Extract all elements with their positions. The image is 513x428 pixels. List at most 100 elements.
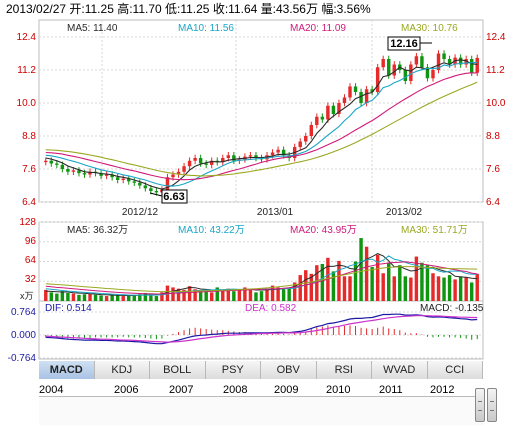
- candle-body: [154, 191, 159, 193]
- x-tick: 2013/01: [257, 207, 294, 218]
- tab-wvad[interactable]: WVAD: [372, 361, 428, 379]
- candle-body: [77, 170, 81, 174]
- candle-body: [210, 160, 214, 165]
- candle-body: [348, 86, 352, 98]
- price-ma5-line: [45, 59, 478, 190]
- time-navigator[interactable]: [39, 396, 483, 425]
- candle-body: [370, 89, 374, 92]
- vol-y-tick: 96: [25, 236, 37, 247]
- volume-bar: [55, 293, 59, 301]
- volume-bar: [198, 291, 203, 301]
- volume-bar: [298, 275, 302, 301]
- volume-bar: [431, 273, 435, 301]
- vol-y-tick: 32: [25, 274, 37, 285]
- candle-body: [165, 177, 170, 190]
- volume-bar: [309, 273, 313, 301]
- candle-body: [88, 171, 92, 175]
- navigator-left-handle[interactable]: [475, 388, 485, 422]
- volume-bar: [409, 277, 413, 301]
- legend-ma10: MA10: 11.56: [178, 23, 234, 34]
- price-y-tick: 8.8: [22, 131, 36, 142]
- navigator-right-handle[interactable]: [487, 388, 497, 422]
- price-y-tick-right: 11.2: [486, 65, 505, 76]
- quote-header: 2013/02/27 开:11.25 高:11.70 低:11.25 收:11.…: [6, 2, 371, 16]
- vol-legend-ma20: MA20: 43.95万: [290, 225, 357, 236]
- candle-body: [304, 136, 308, 142]
- volume-bar: [453, 279, 457, 301]
- candle-body: [353, 86, 358, 92]
- vol-legend-ma10: MA10: 43.22万: [178, 225, 245, 236]
- candle-body: [138, 182, 142, 186]
- volume-ma20-line: [45, 261, 478, 295]
- candle-body: [420, 56, 424, 68]
- candle-body: [44, 160, 48, 163]
- price-ma10-line: [45, 61, 478, 187]
- candle-body: [320, 116, 325, 120]
- indicator-tabs: MACD KDJ BOLL PSY OBV RSI WVAD CCI: [39, 361, 483, 379]
- candle-body: [176, 171, 181, 175]
- candle-body: [276, 149, 280, 153]
- price-y-tick: 6.4: [22, 197, 36, 208]
- volume-bar: [243, 287, 247, 301]
- candle-body: [60, 164, 65, 169]
- volume-bar: [342, 276, 347, 301]
- price-y-tick: 12.4: [17, 32, 37, 43]
- volume-bar: [154, 296, 159, 301]
- macd-legend-dif: DIF: 0.514: [45, 303, 92, 314]
- price-y-tick-right: 6.4: [486, 197, 500, 208]
- volume-bar: [138, 294, 142, 301]
- candle-body: [425, 67, 430, 79]
- volume-bar: [392, 276, 396, 301]
- candle-body: [71, 170, 76, 172]
- volume-bar: [254, 292, 258, 301]
- volume-bar: [187, 286, 192, 301]
- candle-body: [315, 116, 319, 125]
- volume-bar: [425, 265, 430, 301]
- macd-series: [45, 313, 478, 345]
- volume-bar: [193, 289, 197, 301]
- volume-bar: [44, 289, 48, 301]
- volume-bar: [132, 295, 136, 301]
- volume-bar: [149, 294, 153, 301]
- tab-cci[interactable]: CCI: [427, 361, 483, 379]
- candle-body: [464, 59, 468, 65]
- candle-body: [104, 174, 109, 176]
- candle-body: [182, 166, 186, 172]
- candle-body: [221, 158, 225, 163]
- candle-body: [447, 59, 452, 65]
- tab-rsi[interactable]: RSI: [316, 361, 372, 379]
- volume-bar: [176, 288, 181, 301]
- candle-body: [381, 59, 385, 68]
- tab-obv[interactable]: OBV: [261, 361, 317, 379]
- candle-body: [248, 155, 253, 157]
- volume-bar: [160, 292, 164, 301]
- volume-ma5-line: [45, 253, 478, 297]
- volume-bar: [403, 276, 408, 301]
- volume-bar: [281, 289, 286, 301]
- candle-body: [99, 173, 103, 176]
- volume-bar: [353, 261, 358, 301]
- tab-kdj[interactable]: KDJ: [94, 361, 150, 379]
- candle-body: [469, 59, 474, 73]
- candle-body: [409, 64, 413, 81]
- volume-bar: [414, 256, 419, 301]
- volume-bar: [320, 263, 325, 301]
- tab-psy[interactable]: PSY: [205, 361, 261, 379]
- macd-legend-macd: MACD: -0.135: [420, 303, 484, 314]
- price-ma30-line: [45, 81, 478, 177]
- grip-icon: [478, 401, 482, 411]
- volume-bar: [331, 271, 336, 301]
- tab-macd[interactable]: MACD: [39, 361, 95, 379]
- volume-bar: [66, 292, 70, 301]
- vol-unit: x万: [20, 291, 34, 301]
- tab-boll[interactable]: BOLL: [150, 361, 206, 379]
- volume-bar: [370, 267, 374, 301]
- candle-body: [121, 178, 125, 180]
- candle-body: [193, 158, 197, 161]
- year-label: 2012: [430, 384, 455, 396]
- candle-body: [364, 89, 369, 103]
- year-label: 2006: [114, 384, 139, 396]
- volume-ma30-line: [45, 266, 478, 293]
- grip-icon: [490, 401, 494, 411]
- candle-body: [337, 103, 341, 114]
